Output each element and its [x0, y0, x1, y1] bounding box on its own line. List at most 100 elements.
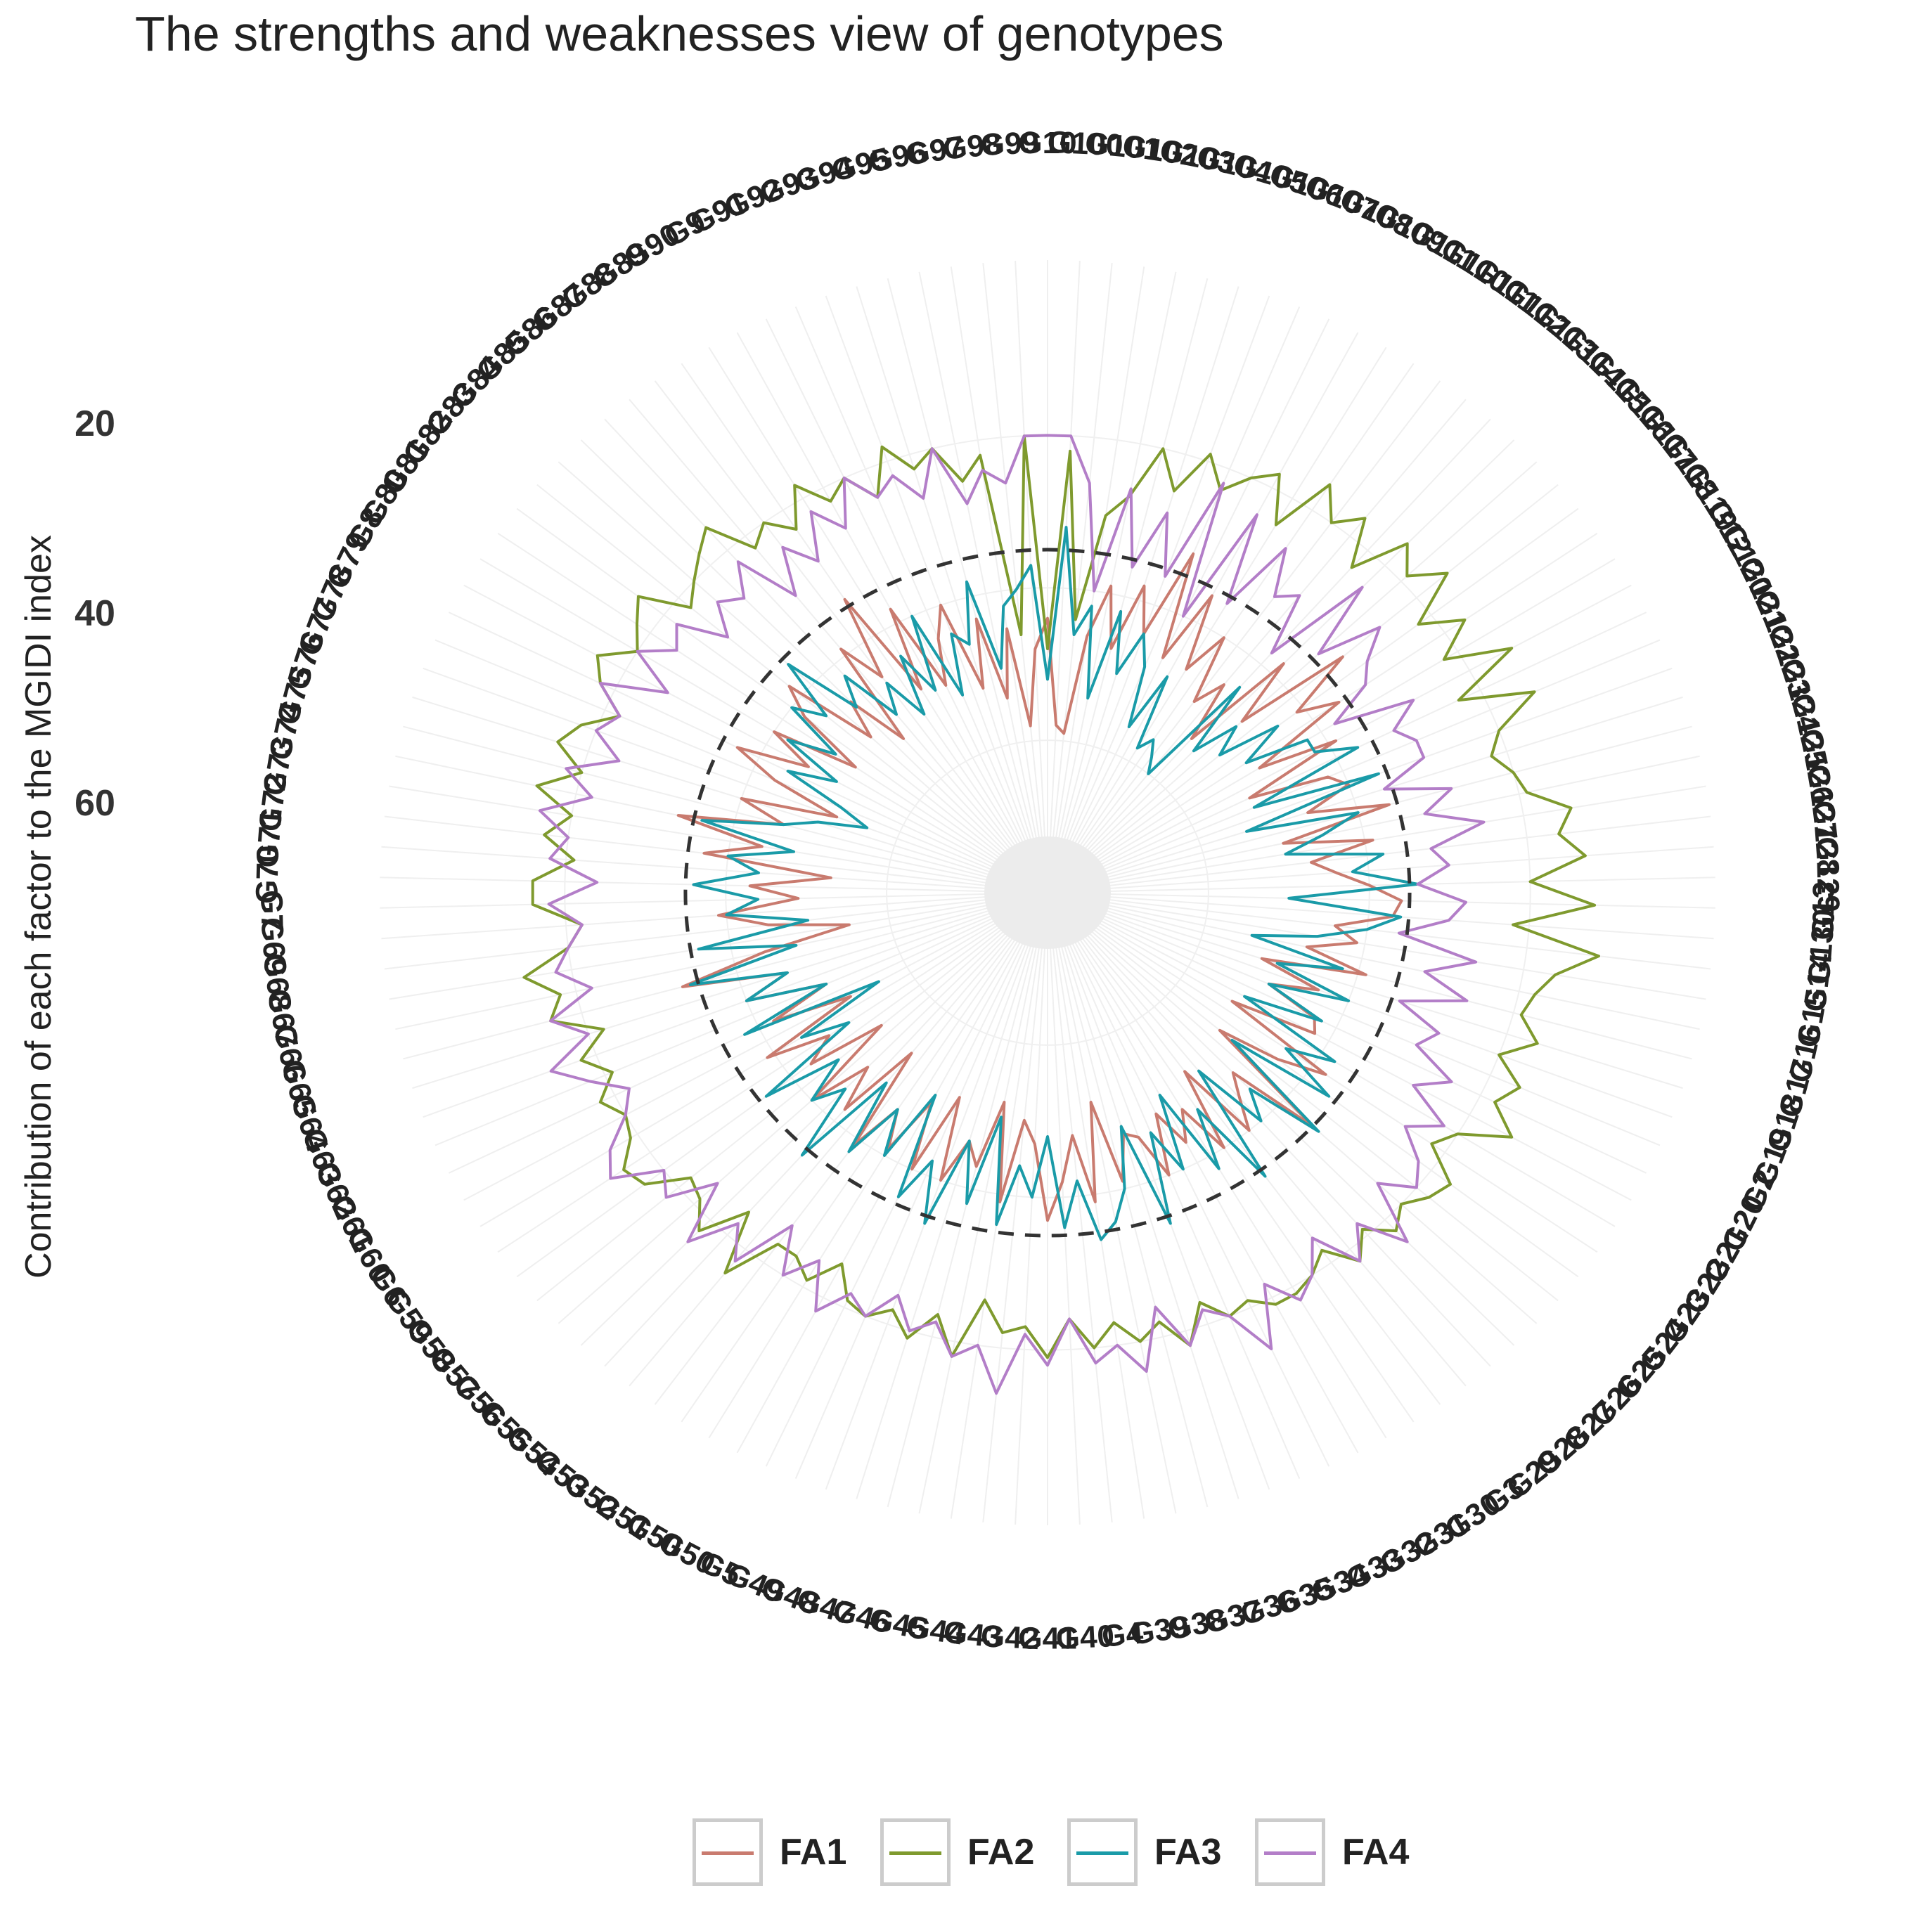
grid-spoke — [1047, 892, 1441, 1405]
category-label: G40 — [1055, 1619, 1115, 1656]
grid-spoke — [629, 892, 1048, 1387]
grid-spoke — [1047, 725, 1692, 893]
legend-key-fa2 — [880, 1818, 951, 1886]
grid-spoke — [950, 892, 1048, 1519]
category-label: G68 — [257, 952, 298, 1014]
legend-label-fa4: FA4 — [1342, 1832, 1410, 1873]
grid-spoke — [1047, 785, 1706, 893]
grid-spoke — [1047, 892, 1270, 1490]
grid-spoke — [423, 892, 1048, 1118]
grid-spoke — [1047, 892, 1301, 1479]
grid-spoke — [765, 318, 1048, 893]
category-label: G97 — [903, 129, 966, 172]
grid-spoke — [479, 558, 1048, 893]
grid-spoke — [395, 892, 1048, 1030]
grid-spoke — [412, 892, 1048, 1089]
category-label: G7 — [254, 890, 289, 932]
legend-label-fa2: FA2 — [967, 1832, 1035, 1873]
grid-spoke — [479, 892, 1048, 1227]
grid-spoke — [1047, 892, 1209, 1508]
grid-spoke — [1047, 332, 1359, 893]
grid-spoke — [1047, 295, 1270, 893]
grid-spoke — [681, 363, 1048, 893]
grid-spoke — [403, 725, 1048, 893]
grid-spoke — [1047, 892, 1700, 1030]
grid-spoke — [1047, 892, 1359, 1454]
grid-spoke — [708, 347, 1048, 893]
grid-spoke — [384, 892, 1048, 970]
grid-spoke — [1047, 892, 1145, 1519]
legend-item-fa4[interactable]: FA4 — [1255, 1813, 1409, 1891]
grid-spoke — [497, 532, 1048, 893]
grid-spoke — [497, 892, 1048, 1253]
center-hub — [984, 836, 1111, 949]
grid-spoke — [1047, 892, 1177, 1514]
grid-spoke — [736, 892, 1048, 1454]
legend-label-fa1: FA1 — [780, 1832, 847, 1873]
grid-spoke — [1047, 639, 1661, 893]
grid-spoke — [765, 892, 1048, 1467]
category-label: G128 — [1805, 799, 1846, 877]
grid-spoke — [629, 399, 1048, 893]
legend-item-fa3[interactable]: FA3 — [1067, 1813, 1221, 1891]
grid-spoke — [1047, 271, 1177, 893]
grid-spoke — [982, 892, 1048, 1522]
grid-spoke — [380, 877, 1048, 893]
grid-spoke — [825, 295, 1048, 893]
series-layer — [522, 434, 1600, 1395]
category-label: G72 — [252, 771, 294, 833]
grid-spoke — [381, 846, 1048, 893]
legend-key-fa1 — [693, 1818, 763, 1886]
category-label: G44 — [904, 1609, 967, 1652]
reference-circle — [683, 548, 1412, 1238]
grid-spoke — [1047, 261, 1081, 893]
grid-spoke — [434, 892, 1048, 1146]
grid-spoke — [856, 892, 1048, 1499]
category-label: G39 — [1128, 1609, 1191, 1651]
category-label: G14 — [1798, 951, 1839, 1014]
category-label: G100 — [1047, 125, 1124, 163]
grid-spoke — [1047, 755, 1700, 893]
legend-item-fa1[interactable]: FA1 — [693, 1813, 846, 1891]
grid-spoke — [1047, 399, 1467, 893]
category-label: G70 — [250, 845, 285, 904]
legend-item-fa2[interactable]: FA2 — [880, 1813, 1034, 1891]
grid-spoke — [1047, 892, 1081, 1525]
grid-spoke — [1047, 696, 1683, 893]
grid-spoke — [1047, 266, 1145, 893]
category-label: G129 — [1810, 836, 1846, 913]
grid-spoke — [516, 507, 1048, 893]
radial-tick-labels: 20 40 60 — [75, 403, 115, 824]
grid-spoke — [604, 418, 1048, 893]
grid-spoke — [918, 892, 1048, 1514]
category-label: G13 — [1805, 881, 1841, 940]
grid-spoke — [389, 785, 1048, 893]
grid-spoke — [1047, 846, 1714, 893]
grid-spoke — [1047, 892, 1673, 1118]
grid-spoke — [1047, 892, 1706, 1000]
grid-spoke — [1047, 892, 1330, 1467]
grid-spoke — [1047, 892, 1538, 1324]
grid-spoke — [1047, 584, 1632, 893]
legend-key-fa4 — [1255, 1818, 1325, 1886]
legend-label-fa3: FA3 — [1154, 1832, 1222, 1873]
grid-spoke — [1047, 892, 1467, 1387]
category-label: G4 — [1100, 1616, 1145, 1654]
grid-spoke — [1047, 507, 1579, 893]
grid-spoke — [1047, 892, 1647, 1174]
grid-spoke — [381, 892, 1048, 940]
category-label: G69 — [254, 917, 292, 978]
grid-spoke — [918, 271, 1048, 893]
grid-spoke — [794, 892, 1048, 1479]
grid-spoke — [1047, 461, 1538, 893]
grid-spoke — [412, 696, 1048, 893]
series-line-fa2 — [522, 434, 1600, 1359]
radial-tick-label: 40 — [75, 593, 115, 634]
grid-spoke — [1047, 418, 1491, 893]
grid-spoke — [389, 892, 1048, 1000]
grid-spoke — [463, 892, 1048, 1201]
category-label: G130 — [1802, 907, 1842, 985]
grid-spoke — [681, 892, 1048, 1423]
grid-spoke — [1047, 892, 1491, 1367]
chart-title: The strengths and weaknesses view of gen… — [135, 6, 1224, 61]
